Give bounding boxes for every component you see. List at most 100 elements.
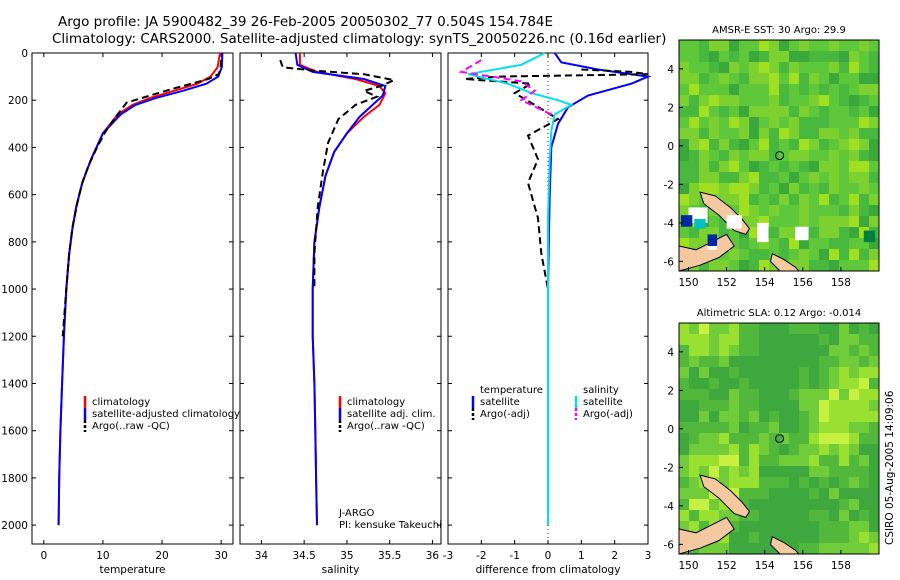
map-field-cell xyxy=(689,183,700,195)
map-field-cell xyxy=(829,95,840,107)
map-field-cell xyxy=(719,95,730,107)
map-field-cell xyxy=(759,455,770,467)
map-field-cell xyxy=(679,40,690,52)
map-field-cell xyxy=(809,411,820,423)
sla-map-panel: Altimetric SLA: 0.12 Argo: -0.014 150 152 1… xyxy=(664,308,880,572)
map-field-cell xyxy=(709,510,720,522)
map-field-cell xyxy=(859,62,870,74)
map-field-cell xyxy=(749,422,760,434)
map-field-cell xyxy=(709,499,720,511)
map-field-cell xyxy=(719,84,730,96)
salinity-xtick-label: 36 xyxy=(426,550,440,562)
map-field-cell xyxy=(719,183,730,195)
map-field-cell xyxy=(849,139,860,151)
map-field-cell xyxy=(729,444,740,456)
map-field-cell xyxy=(749,117,760,129)
map-field-cell xyxy=(859,477,870,489)
map-field-cell xyxy=(759,117,770,129)
map-field-cell xyxy=(859,510,870,522)
map-field-cell xyxy=(869,260,880,272)
map-field-cell xyxy=(759,345,770,357)
map-field-cell xyxy=(839,150,850,162)
map-data-gap xyxy=(795,226,809,241)
map-field-cell xyxy=(819,40,830,52)
map-field-cell xyxy=(769,139,780,151)
map-field-cell xyxy=(869,183,880,195)
map-field-cell xyxy=(849,62,860,74)
map-field-cell xyxy=(749,62,760,74)
map-field-cell xyxy=(749,150,760,162)
map-field-cell xyxy=(719,150,730,162)
map-field-cell xyxy=(739,238,750,250)
map-field-cell xyxy=(719,249,730,261)
difference-xtick-label: 3 xyxy=(645,550,652,562)
map-field-cell xyxy=(849,95,860,107)
map-field-cell xyxy=(699,183,710,195)
map-field-cell xyxy=(679,367,690,379)
map-field-cell xyxy=(799,73,810,85)
map-field-cell xyxy=(839,84,850,96)
map-field-cell xyxy=(699,444,710,456)
map-field-cell xyxy=(739,521,750,533)
depth-tick-label: 600 xyxy=(8,190,28,202)
difference-panel: -3 -2 -1 0 1 2 3 difference from climatology tem… xyxy=(443,52,652,576)
map-anomaly-patch xyxy=(863,230,876,243)
temperature-xtick-label: 20 xyxy=(155,550,168,562)
map-field-cell xyxy=(859,117,870,129)
map-xtick-label: 156 xyxy=(793,560,813,572)
map-field-cell xyxy=(799,51,810,63)
map-field-cell xyxy=(809,73,820,85)
difference-xtick-label: 1 xyxy=(578,550,585,562)
map-field-cell xyxy=(869,543,880,555)
map-field-cell xyxy=(759,466,770,478)
map-anomaly-patch xyxy=(707,234,718,246)
map-field-cell xyxy=(749,510,760,522)
map-field-cell xyxy=(789,183,800,195)
map-field-cell xyxy=(849,73,860,85)
map-field-cell xyxy=(779,367,790,379)
map-field-cell xyxy=(729,84,740,96)
map-field-cell xyxy=(859,172,870,184)
map-field-cell xyxy=(719,40,730,52)
map-field-cell xyxy=(819,73,830,85)
map-field-cell xyxy=(759,400,770,412)
map-field-cell xyxy=(719,227,730,239)
map-field-cell xyxy=(699,84,710,96)
map-field-cell xyxy=(809,510,820,522)
map-field-cell xyxy=(839,62,850,74)
salinity-legend-label: climatology xyxy=(347,397,405,408)
map-field-cell xyxy=(799,411,810,423)
map-field-cell xyxy=(679,161,690,173)
map-field-cell xyxy=(839,216,850,228)
map-field-cell xyxy=(709,172,720,184)
map-field-cell xyxy=(869,194,880,206)
map-field-cell xyxy=(869,84,880,96)
map-field-cell xyxy=(819,532,830,544)
depth-tick-label: 1200 xyxy=(1,331,28,343)
salinity-plot-frame xyxy=(239,52,442,545)
map-field-cell xyxy=(769,106,780,118)
map-field-cell xyxy=(689,194,700,206)
map-field-cell xyxy=(699,422,710,434)
map-field-cell xyxy=(769,411,780,423)
map-field-cell xyxy=(709,455,720,467)
map-field-cell xyxy=(739,356,750,368)
map-field-cell xyxy=(709,367,720,379)
map-field-cell xyxy=(799,249,810,261)
map-field-cell xyxy=(849,117,860,129)
map-field-cell xyxy=(819,466,830,478)
map-field-cell xyxy=(769,477,780,489)
salinity-xtick-label: 35.5 xyxy=(378,550,401,562)
map-field-cell xyxy=(689,345,700,357)
map-field-cell xyxy=(739,400,750,412)
map-field-cell xyxy=(749,521,760,533)
map-field-cell xyxy=(739,532,750,544)
map-field-cell xyxy=(709,444,720,456)
map-field-cell xyxy=(719,433,730,445)
map-field-cell xyxy=(839,260,850,272)
map-field-cell xyxy=(789,51,800,63)
map-field-cell xyxy=(749,400,760,412)
map-field-cell xyxy=(869,422,880,434)
difference-series-3-line xyxy=(458,59,553,120)
map-field-cell xyxy=(749,73,760,85)
